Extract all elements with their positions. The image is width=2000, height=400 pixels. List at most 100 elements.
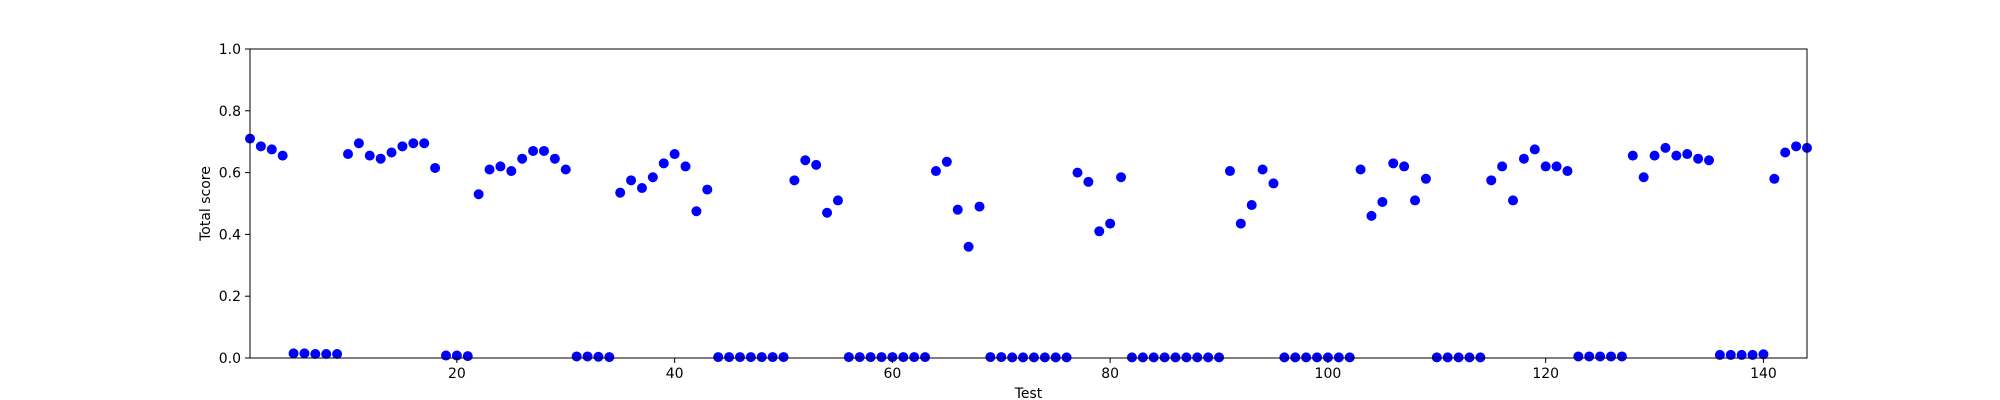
data-point — [1018, 352, 1029, 363]
data-point — [364, 150, 375, 161]
data-point — [1704, 155, 1715, 166]
data-point — [560, 164, 571, 175]
x-axis-ticks: 20 40 60 80 100 120 140 — [448, 358, 1777, 382]
data-point — [822, 207, 833, 218]
data-point — [724, 352, 735, 363]
data-point — [408, 138, 419, 149]
data-point — [1606, 351, 1617, 362]
data-point — [876, 352, 887, 363]
data-point — [930, 166, 941, 177]
x-tick-label: 20 — [448, 366, 466, 382]
x-axis-label: Test — [1014, 386, 1043, 400]
data-point — [996, 352, 1007, 363]
data-point — [1573, 351, 1584, 362]
data-point — [332, 348, 343, 359]
data-point — [419, 138, 430, 149]
data-point — [1355, 164, 1366, 175]
data-point — [1137, 352, 1148, 363]
data-point — [1736, 349, 1747, 360]
y-tick-label: 0.6 — [219, 166, 241, 182]
data-point — [1235, 218, 1246, 229]
data-point — [1497, 161, 1508, 172]
data-point — [1192, 352, 1203, 363]
data-point — [1475, 352, 1486, 363]
data-point — [1039, 352, 1050, 363]
data-point — [1388, 158, 1399, 169]
data-point — [1377, 196, 1388, 207]
data-point — [1551, 161, 1562, 172]
data-point — [321, 348, 332, 359]
data-point — [571, 351, 582, 362]
data-point — [789, 175, 800, 186]
data-point — [1105, 218, 1116, 229]
data-point — [1148, 352, 1159, 363]
y-tick-label: 0.2 — [219, 289, 241, 305]
data-point — [1072, 167, 1083, 178]
data-point — [255, 141, 266, 152]
data-point — [1333, 352, 1344, 363]
data-point — [288, 348, 299, 359]
data-point — [1301, 352, 1312, 363]
data-point — [266, 144, 277, 155]
data-point — [1791, 141, 1802, 152]
data-point — [1671, 150, 1682, 161]
data-point — [1181, 352, 1192, 363]
data-point — [1431, 352, 1442, 363]
data-point — [1322, 352, 1333, 363]
data-point — [669, 149, 680, 160]
x-tick-label: 120 — [1532, 366, 1559, 382]
data-point — [1562, 166, 1573, 177]
data-point — [745, 352, 756, 363]
data-point — [1616, 351, 1627, 362]
data-point — [1540, 161, 1551, 172]
y-axis-label: Total score — [198, 166, 214, 242]
y-axis-ticks: 0.0 0.2 0.4 0.6 0.8 1.0 — [219, 42, 250, 367]
data-point — [397, 141, 408, 152]
data-point — [1660, 142, 1671, 153]
data-point — [517, 153, 528, 164]
data-point — [1769, 173, 1780, 184]
data-point — [1682, 149, 1693, 160]
data-point — [1170, 352, 1181, 363]
data-point — [691, 206, 702, 217]
data-point — [1116, 172, 1127, 183]
data-point — [1747, 349, 1758, 360]
data-point — [1725, 349, 1736, 360]
data-point — [767, 352, 778, 363]
data-point — [920, 352, 931, 363]
y-tick-label: 0.4 — [219, 227, 241, 243]
data-point — [604, 352, 615, 363]
data-point — [941, 156, 952, 167]
data-point — [1649, 150, 1660, 161]
data-point — [440, 350, 451, 361]
data-point — [1290, 352, 1301, 363]
data-point — [1508, 195, 1519, 206]
data-point — [375, 153, 386, 164]
data-point — [299, 348, 310, 359]
data-point — [1627, 150, 1638, 161]
data-point — [1780, 147, 1791, 158]
data-point — [1584, 351, 1595, 362]
data-point — [1061, 352, 1072, 363]
data-point — [1312, 352, 1323, 363]
data-point — [1344, 352, 1355, 363]
data-point — [430, 162, 441, 173]
data-point — [495, 161, 506, 172]
data-point — [484, 164, 495, 175]
data-point — [1028, 352, 1039, 363]
data-point — [658, 158, 669, 169]
data-point — [1007, 352, 1018, 363]
data-point — [713, 352, 724, 363]
data-point — [386, 147, 397, 158]
data-point — [582, 351, 593, 362]
data-point — [1453, 352, 1464, 363]
data-point — [1518, 153, 1529, 164]
x-tick-label: 80 — [1101, 366, 1119, 382]
data-point — [1083, 176, 1094, 187]
data-point — [1050, 352, 1061, 363]
data-point — [1126, 352, 1137, 363]
data-point — [615, 187, 626, 198]
data-point — [626, 175, 637, 186]
x-tick-label: 60 — [883, 366, 901, 382]
data-point — [1638, 172, 1649, 183]
